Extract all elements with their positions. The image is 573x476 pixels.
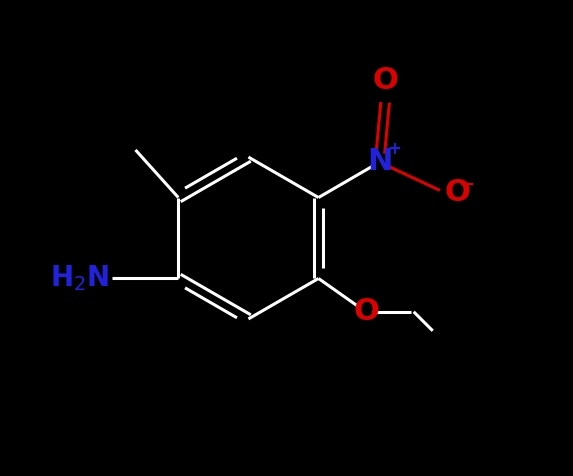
Text: N: N <box>368 148 393 176</box>
Text: O: O <box>445 178 470 207</box>
Text: O: O <box>372 66 398 95</box>
Text: −: − <box>460 175 476 194</box>
Text: H$_2$N: H$_2$N <box>50 264 109 293</box>
Text: O: O <box>353 298 379 326</box>
Text: +: + <box>387 139 401 158</box>
